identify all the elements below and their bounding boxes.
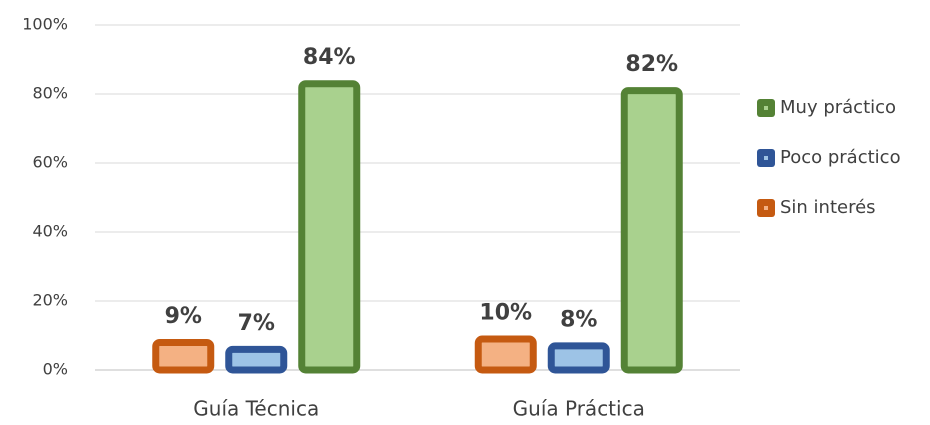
legend-swatch-inner (764, 206, 768, 210)
bar (620, 87, 683, 374)
legend-swatch-inner (764, 156, 768, 160)
x-tick-label: Guía Técnica (193, 397, 319, 421)
legend-label: Muy práctico (780, 97, 896, 118)
legend-label: Sin interés (780, 197, 876, 218)
bar (298, 80, 361, 374)
bar (225, 345, 288, 374)
y-tick-label: 40% (32, 222, 68, 241)
y-tick-label: 100% (22, 15, 68, 34)
legend-swatch-inner (764, 106, 768, 110)
x-tick-label: Guía Práctica (513, 397, 645, 421)
y-tick-label: 60% (32, 153, 68, 172)
data-label: 8% (560, 307, 597, 332)
bar (152, 338, 215, 374)
legend-label: Poco práctico (780, 147, 901, 168)
data-label: 7% (238, 311, 275, 336)
y-tick-label: 80% (32, 84, 68, 103)
data-label: 84% (303, 45, 356, 70)
y-tick-label: 0% (43, 360, 68, 379)
data-label: 82% (625, 52, 678, 77)
bar (474, 335, 537, 374)
y-tick-label: 20% (32, 291, 68, 310)
data-label: 10% (479, 301, 532, 326)
bar (547, 342, 610, 374)
data-label: 9% (165, 304, 202, 329)
